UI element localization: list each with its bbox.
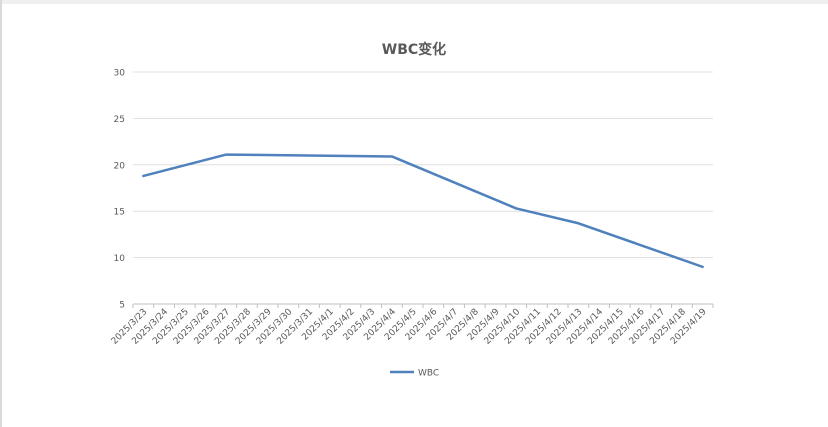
y-tick-label-15: 15 [114,208,125,218]
y-tick-label-30: 30 [114,69,126,79]
legend-label-wbc: WBC [418,369,439,379]
x-axis [132,303,714,308]
series-line-wbc [142,153,704,269]
chart-title: WBC变化 [382,41,446,58]
y-axis-ticks: 5 10 15 20 25 30 [114,69,126,311]
y-tick-label-10: 10 [114,254,126,264]
left-edge [0,0,2,427]
gridlines [133,71,713,259]
x-axis-ticks: 2025/3/232025/3/242025/3/252025/3/262025… [110,307,709,347]
series-layer [142,153,704,269]
y-tick-label-5: 5 [119,301,125,311]
y-tick-label-20: 20 [114,161,126,171]
top-band [0,0,828,4]
y-tick-label-25: 25 [114,115,125,125]
legend: WBC [390,369,439,379]
